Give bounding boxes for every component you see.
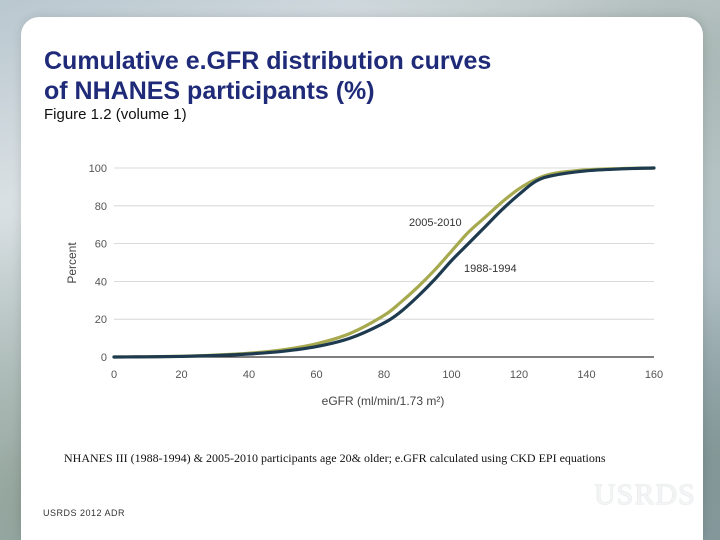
x-tick-label: 160 bbox=[645, 369, 663, 381]
x-tick-label: 20 bbox=[175, 369, 187, 381]
slide-subtitle: Figure 1.2 (volume 1) bbox=[44, 106, 187, 123]
x-tick-label: 40 bbox=[243, 369, 255, 381]
series-line-1988-1994 bbox=[112, 166, 656, 359]
y-tick-label: 40 bbox=[95, 276, 107, 288]
series-label-2005-2010: 2005-2010 bbox=[409, 217, 462, 229]
slide-card bbox=[21, 17, 703, 540]
series-labels: 1988-1994 2005-2010 bbox=[409, 217, 517, 275]
x-tick-labels: 0 20 40 60 80 100 120 140 160 bbox=[111, 369, 663, 381]
usrds-logo: USRDS bbox=[594, 478, 696, 511]
y-axis-label: Percent bbox=[65, 242, 79, 284]
y-tick-labels: 0 20 40 60 80 100 bbox=[89, 163, 107, 364]
x-axis-label: eGFR (ml/min/1.73 m²) bbox=[322, 394, 445, 408]
y-tick-label: 0 bbox=[101, 352, 107, 364]
y-tick-label: 100 bbox=[89, 163, 107, 175]
x-tick-label: 120 bbox=[510, 369, 528, 381]
y-tick-label: 60 bbox=[95, 239, 107, 251]
x-tick-label: 80 bbox=[378, 369, 390, 381]
chart-grid bbox=[114, 167, 654, 358]
x-tick-label: 100 bbox=[442, 369, 460, 381]
series-line-2005-2010 bbox=[112, 166, 656, 359]
series-lines bbox=[112, 166, 656, 359]
y-tick-label: 20 bbox=[95, 314, 107, 326]
chart-caption: NHANES III (1988-1994) & 2005-2010 parti… bbox=[64, 451, 606, 465]
slide-title: Cumulative e.GFR distribution curves of … bbox=[44, 47, 492, 105]
footer-source: USRDS 2012 ADR bbox=[43, 508, 126, 518]
x-tick-label: 140 bbox=[577, 369, 595, 381]
y-tick-label: 80 bbox=[95, 201, 107, 213]
x-tick-label: 60 bbox=[310, 369, 322, 381]
x-tick-label: 0 bbox=[111, 369, 117, 381]
series-label-1988-1994: 1988-1994 bbox=[464, 263, 517, 275]
